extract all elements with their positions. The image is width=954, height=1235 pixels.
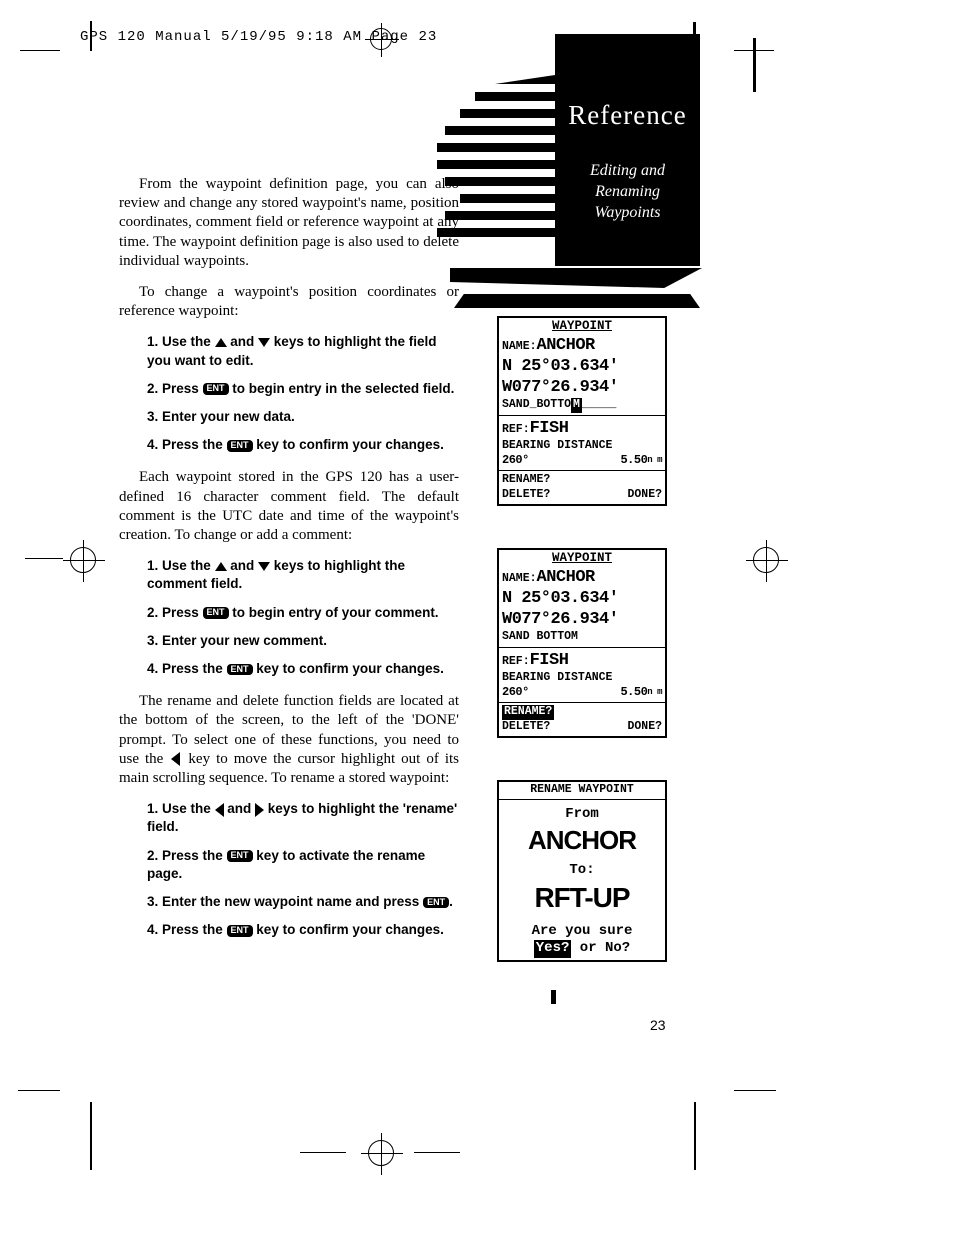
flag-graphic <box>450 75 565 245</box>
paragraph: The rename and delete function fields ar… <box>119 692 459 788</box>
crop-mark <box>753 38 756 92</box>
step: 4. Press the ENT key to confirm your cha… <box>145 921 459 939</box>
step: 1. Use the and keys to highlight the com… <box>145 557 459 593</box>
lcd-delete-prompt: DELETE? <box>502 488 550 502</box>
enter-key-icon: ENT <box>203 383 229 395</box>
reference-panel: Reference Editing and Renaming Waypoints <box>555 34 700 266</box>
lcd-cursor: M <box>571 398 582 412</box>
crop-mark <box>90 1102 92 1170</box>
lcd-lat: N 25°03.634' <box>502 356 662 377</box>
left-arrow-icon <box>215 803 224 817</box>
step: 1. Use the and keys to highlight the 're… <box>145 800 459 836</box>
crop-mark <box>300 1152 346 1153</box>
registration-mark <box>368 1140 394 1166</box>
enter-key-icon: ENT <box>227 925 253 937</box>
lcd-confirm-line: Are you sure Yes? or No? <box>502 923 662 958</box>
registration-mark-top <box>370 28 392 50</box>
enter-key-icon: ENT <box>203 607 229 619</box>
tick-mark <box>551 990 556 1004</box>
crop-mark <box>414 1152 460 1153</box>
lcd-waypoint-rename-highlight: WAYPOINT NAME:ANCHOR N 25°03.634' W077°2… <box>497 548 667 738</box>
crop-mark <box>90 21 92 51</box>
crop-mark <box>694 1102 696 1170</box>
lcd-bearing-distance-header: BEARING DISTANCE <box>502 439 662 453</box>
step: 2. Press ENT to begin entry in the selec… <box>145 380 459 398</box>
left-arrow-icon <box>171 752 180 766</box>
lcd-lon: W077°26.934' <box>502 609 662 630</box>
lcd-rename-prompt: RENAME? <box>502 473 662 487</box>
step: 4. Press the ENT key to confirm your cha… <box>145 660 459 678</box>
crop-mark <box>25 558 63 559</box>
lcd-done-prompt: DONE? <box>627 720 662 734</box>
down-arrow-icon <box>258 338 270 347</box>
up-arrow-icon <box>215 562 227 571</box>
down-arrow-icon <box>258 562 270 571</box>
reference-title: Reference <box>555 100 700 131</box>
flag-graphic <box>450 268 702 288</box>
step: 3. Enter the new waypoint name and press… <box>145 893 459 911</box>
lcd-lon: W077°26.934' <box>502 377 662 398</box>
lcd-title: WAYPOINT <box>502 551 662 567</box>
paragraph: To change a waypoint's position coordina… <box>119 283 459 321</box>
step: 3. Enter your new comment. <box>145 632 459 650</box>
lcd-comment: SAND BOTTOM <box>502 630 662 644</box>
up-arrow-icon <box>215 338 227 347</box>
steps-list-1: 1. Use the and keys to highlight the fie… <box>145 333 459 454</box>
steps-list-3: 1. Use the and keys to highlight the 're… <box>145 800 459 939</box>
reference-subtitle: Editing and Renaming Waypoints <box>555 161 700 223</box>
enter-key-icon: ENT <box>227 850 253 862</box>
lcd-title: RENAME WAYPOINT <box>502 783 662 797</box>
lcd-done-prompt: DONE? <box>627 488 662 502</box>
crop-mark <box>20 50 60 51</box>
lcd-bearing-distance-header: BEARING DISTANCE <box>502 671 662 685</box>
body-text-column: From the waypoint definition page, you c… <box>119 175 459 954</box>
page-number: 23 <box>650 1017 666 1033</box>
step: 2. Press the ENT key to activate the ren… <box>145 847 459 883</box>
flag-graphic <box>454 294 700 308</box>
lcd-from-label: From <box>502 806 662 824</box>
lcd-to-label: To: <box>502 862 662 880</box>
right-arrow-icon <box>255 803 264 817</box>
enter-key-icon: ENT <box>423 897 449 909</box>
step: 2. Press ENT to begin entry of your comm… <box>145 604 459 622</box>
step: 1. Use the and keys to highlight the fie… <box>145 333 459 369</box>
enter-key-icon: ENT <box>227 440 253 452</box>
lcd-lat: N 25°03.634' <box>502 588 662 609</box>
lcd-to-name: RFT-UP <box>502 880 662 915</box>
lcd-from-name: ANCHOR <box>502 824 662 857</box>
step: 3. Enter your new data. <box>145 408 459 426</box>
paragraph: From the waypoint definition page, you c… <box>119 175 459 271</box>
lcd-yes-highlighted: Yes? <box>534 940 572 958</box>
registration-mark <box>70 547 96 573</box>
enter-key-icon: ENT <box>227 664 253 676</box>
lcd-comment-editing: SAND_BOTTOM_____ <box>502 398 662 412</box>
paragraph: Each waypoint stored in the GPS 120 has … <box>119 468 459 545</box>
steps-list-2: 1. Use the and keys to highlight the com… <box>145 557 459 678</box>
crop-mark <box>18 1090 60 1091</box>
lcd-rename-waypoint: RENAME WAYPOINT From ANCHOR To: RFT-UP A… <box>497 780 667 962</box>
lcd-rename-highlighted: RENAME? <box>502 705 554 719</box>
lcd-title: WAYPOINT <box>502 319 662 335</box>
lcd-waypoint-edit-comment: WAYPOINT NAME:ANCHOR N 25°03.634' W077°2… <box>497 316 667 506</box>
crop-mark <box>734 1090 776 1091</box>
step: 4. Press the ENT key to confirm your cha… <box>145 436 459 454</box>
lcd-delete-prompt: DELETE? <box>502 720 550 734</box>
registration-mark <box>753 547 779 573</box>
